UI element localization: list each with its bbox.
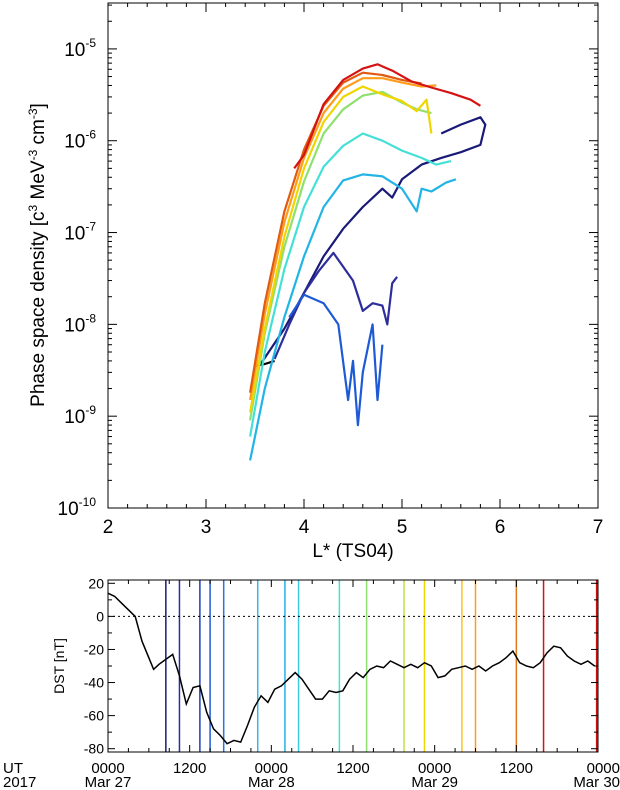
psd-panel: 10-10 10-9 10-8 10-7 10-6 10-5 2 3 4 5 6 7 L* (TS0… xyxy=(26,2,604,562)
psd-series-group xyxy=(249,63,487,461)
y-tick-label: 10-10 xyxy=(58,495,97,520)
psd-y-tick-labels: 10-10 10-9 10-8 10-7 10-6 10-5 xyxy=(58,36,97,520)
dst-y-axis-title: DST [nT] xyxy=(51,638,67,694)
y-tick-label: -60 xyxy=(84,708,104,724)
x-tick-date-label: Mar 28 xyxy=(248,774,295,790)
y-tick-label: 10-9 xyxy=(64,403,96,428)
year-label: 2017 xyxy=(3,774,36,790)
x-tick-label: 5 xyxy=(397,517,408,538)
dst-plot-frame xyxy=(107,579,599,753)
x-tick-label: 6 xyxy=(495,517,506,538)
x-tick-label: 0000 xyxy=(418,760,451,777)
x-tick-label: 1200 xyxy=(336,760,369,777)
psd-plot-frame xyxy=(107,2,599,509)
dst-time-markers xyxy=(165,580,598,752)
ut-label: UT xyxy=(3,760,23,777)
psd-x-axis-title: L* (TS04) xyxy=(312,541,393,562)
y-tick-label: 20 xyxy=(88,575,104,591)
x-tick-label: 1200 xyxy=(173,760,206,777)
y-tick-label: -40 xyxy=(84,675,104,691)
y-tick-label: 0 xyxy=(96,608,104,624)
x-tick-label: 1200 xyxy=(500,760,533,777)
y-tick-label: 10-7 xyxy=(64,220,96,245)
psd-series-line-9 xyxy=(249,71,422,393)
psd-series-line-10 xyxy=(293,63,481,170)
y-tick-label: 10-6 xyxy=(64,128,96,153)
psd-axis-ticks xyxy=(107,3,599,509)
x-tick-date-label: Mar 30 xyxy=(573,774,620,790)
y-tick-label: -80 xyxy=(84,741,104,757)
dst-axis-ticks xyxy=(107,580,599,752)
x-tick-label: 0000 xyxy=(91,760,124,777)
psd-series-line-3 xyxy=(288,293,384,427)
x-tick-date-label: Mar 27 xyxy=(85,774,132,790)
psd-series-line-4 xyxy=(249,173,457,461)
dst-y-tick-labels: 20 0 -20 -40 -60 -80 xyxy=(84,575,104,756)
y-tick-label: 10-5 xyxy=(64,36,96,61)
psd-series-line-8 xyxy=(249,77,437,401)
psd-series-line-7 xyxy=(249,85,433,413)
x-tick-label: 0000 xyxy=(255,760,288,777)
psd-series-line-2 xyxy=(273,251,398,360)
x-tick-label: 3 xyxy=(201,517,212,538)
psd-y-axis-title: Phase space density [c3 MeV-3 cm-3] xyxy=(26,103,49,407)
y-tick-label: -20 xyxy=(84,641,104,657)
x-tick-label: 4 xyxy=(299,517,310,538)
x-tick-label: 7 xyxy=(593,517,604,538)
y-tick-label: 10-8 xyxy=(64,311,96,336)
dst-series-line xyxy=(107,592,596,745)
psd-series-line-1 xyxy=(258,116,487,366)
x-tick-label: 0000 xyxy=(587,760,620,777)
x-tick-date-label: Mar 29 xyxy=(411,774,458,790)
x-tick-label: 2 xyxy=(103,517,114,538)
psd-series-line-5 xyxy=(249,132,452,437)
psd-x-tick-labels: 2 3 4 5 6 7 xyxy=(103,517,604,538)
